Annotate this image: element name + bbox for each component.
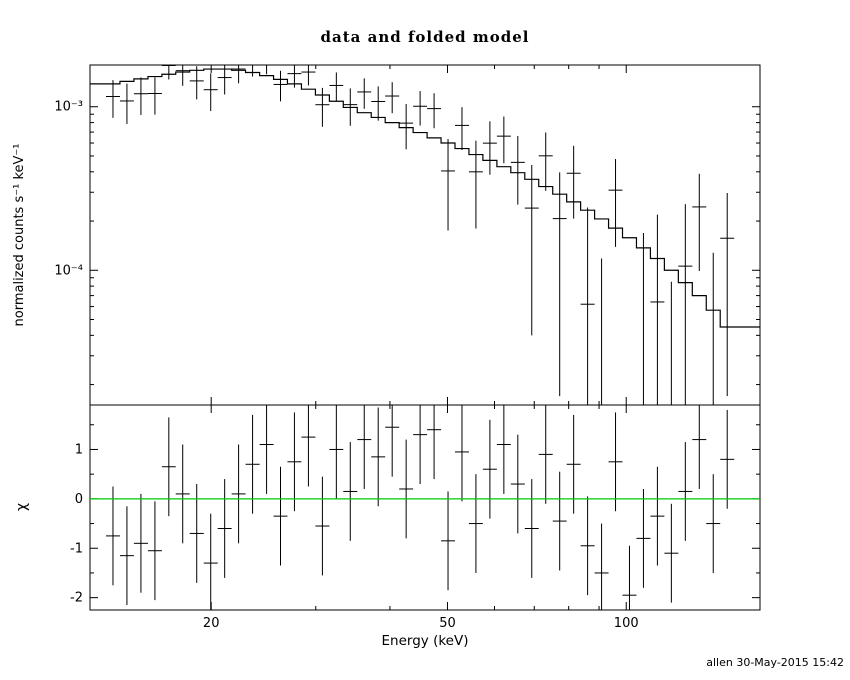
axis-ticks [90,65,760,610]
svg-text:-2: -2 [70,591,83,606]
svg-text:0: 0 [75,492,83,507]
data-errorbars [105,65,735,405]
plot-title: data and folded model [320,28,530,46]
svg-text:100: 100 [614,616,639,631]
tick-labels: 20 50 100 10⁻³ 10⁻⁴ 1 0 -1 -2 [54,100,638,631]
chi-errorbars [105,405,735,610]
svg-text:10⁻³: 10⁻³ [54,100,83,115]
y-axis-label-chi: χ [14,502,30,512]
svg-text:1: 1 [75,442,83,457]
svg-text:50: 50 [439,616,456,631]
model-line [90,68,760,328]
y-axis-label-counts: normalized counts s⁻¹ keV⁻¹ [12,143,27,327]
svg-text:10⁻⁴: 10⁻⁴ [54,263,83,278]
svg-text:-1: -1 [70,541,83,556]
x-axis-label: Energy (keV) [381,633,469,649]
timestamp: allen 30-May-2015 15:42 [706,656,844,669]
svg-text:20: 20 [203,616,220,631]
plot-frame [89,64,761,611]
